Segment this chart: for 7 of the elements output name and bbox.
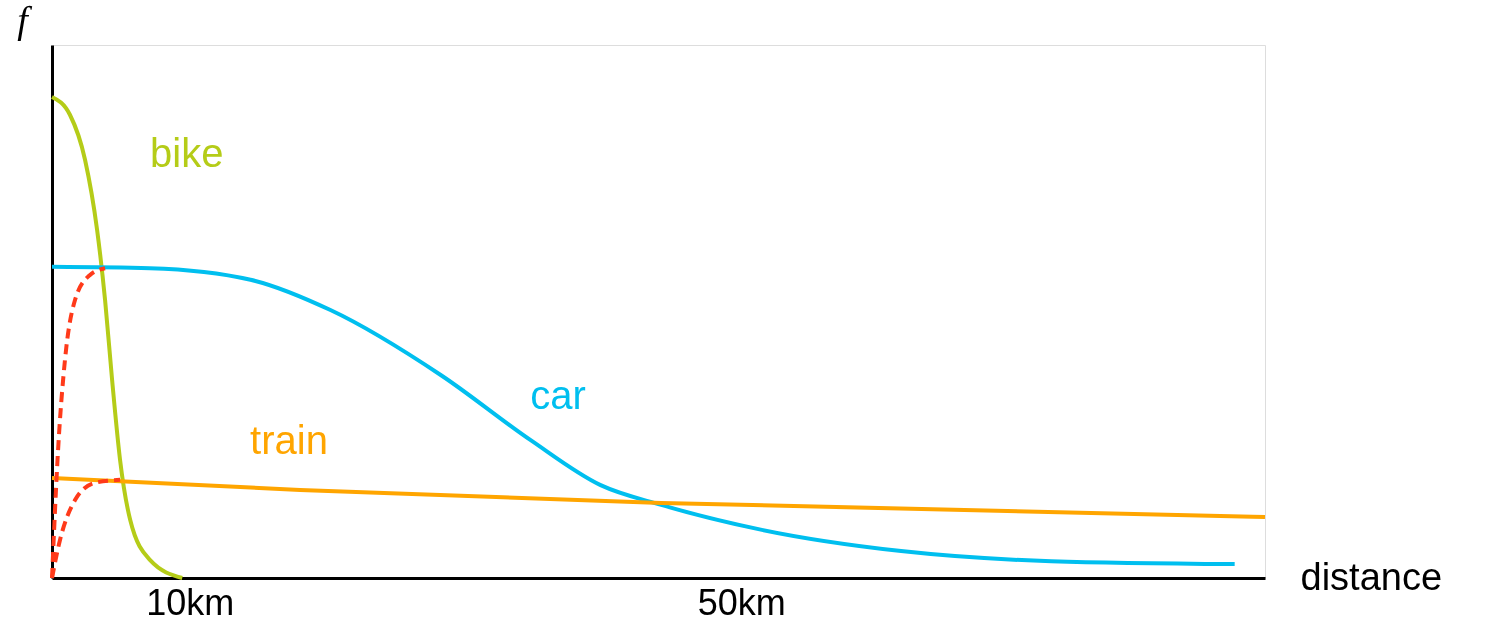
y-axis-title: f — [17, 0, 33, 41]
series-label: train — [250, 417, 328, 462]
series-label: car — [530, 372, 586, 417]
series-label: bike — [150, 131, 224, 176]
x-axis-title: distance — [1300, 555, 1443, 598]
x-tick-label: 50km — [697, 581, 786, 623]
x-tick-label: 10km — [146, 581, 235, 623]
